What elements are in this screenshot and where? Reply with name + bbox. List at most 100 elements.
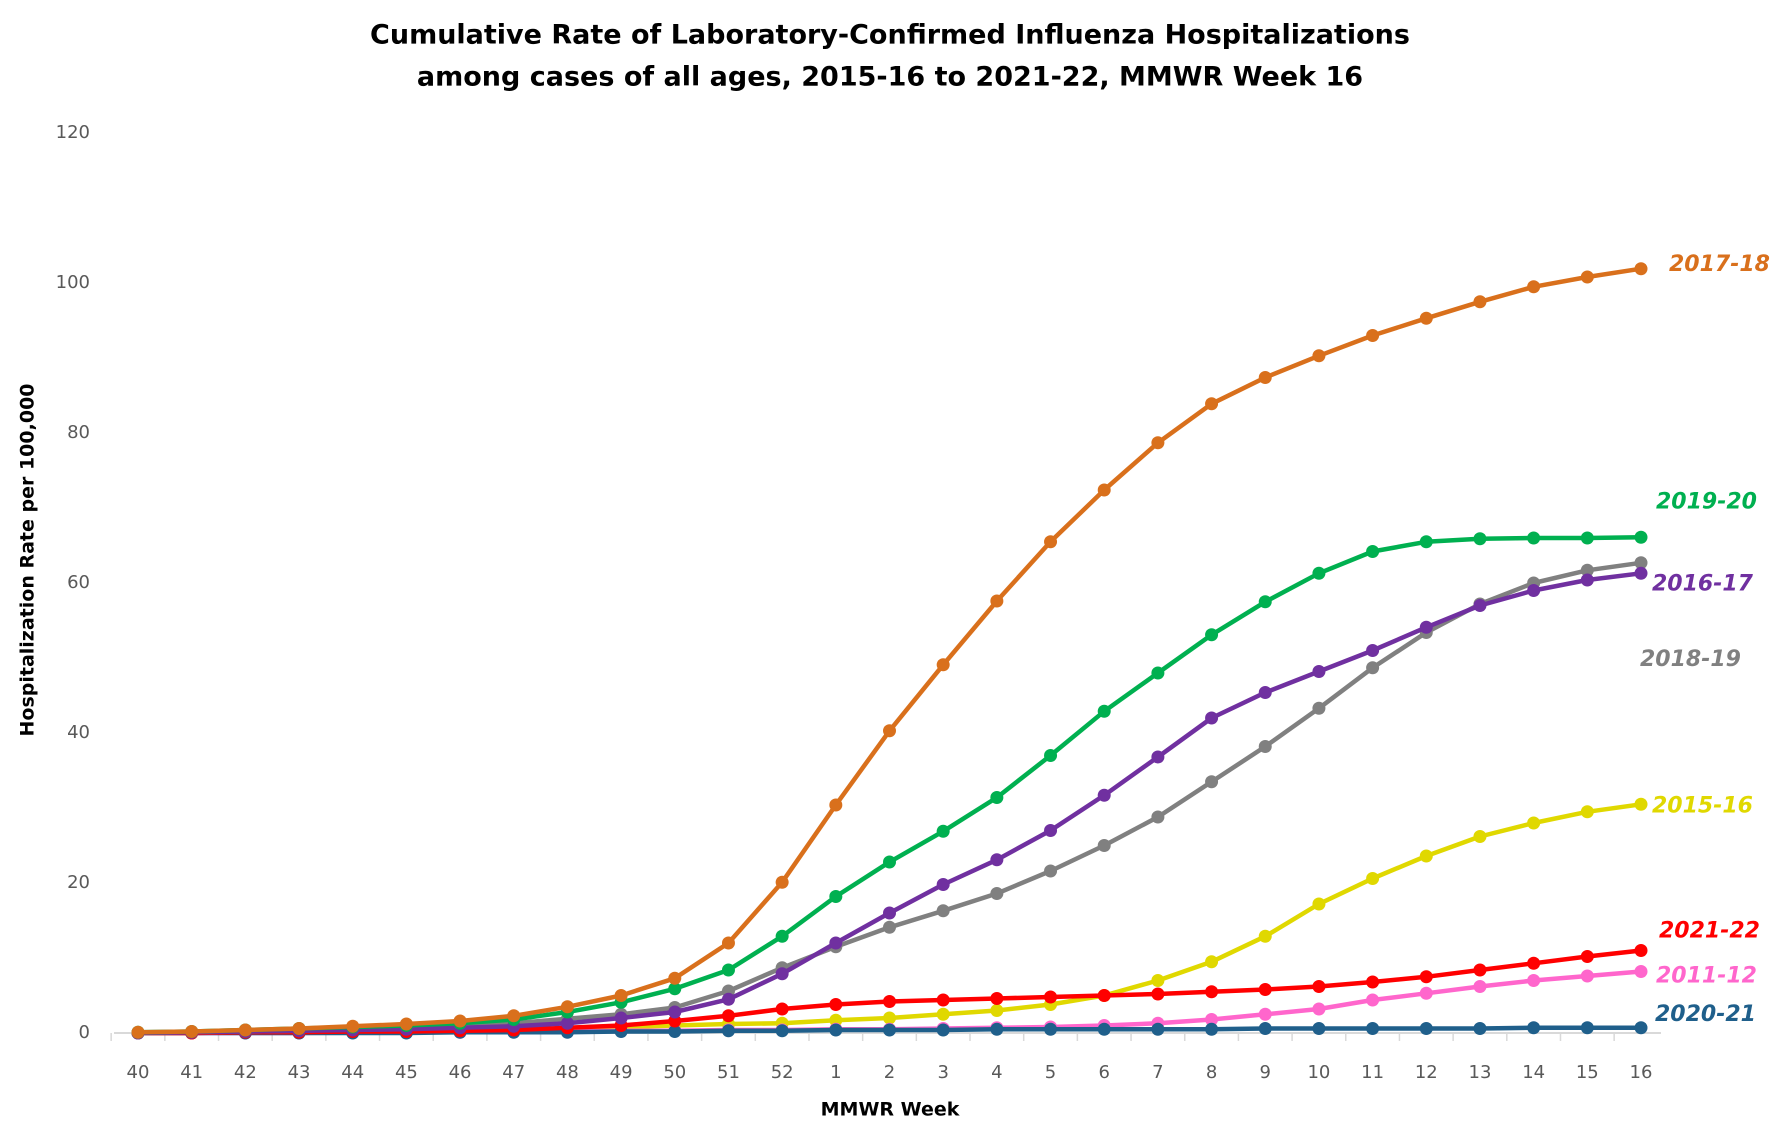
- data-point: [1419, 535, 1433, 549]
- data-point: [990, 1022, 1004, 1036]
- data-point: [1097, 1022, 1111, 1036]
- data-point: [1473, 532, 1487, 546]
- data-point: [1580, 573, 1594, 587]
- data-point: [990, 791, 1004, 804]
- series-label: 2011-12: [1656, 964, 1757, 989]
- data-point: [829, 1013, 843, 1027]
- series-label: 2019-20: [1656, 489, 1757, 514]
- data-point: [1151, 987, 1165, 1001]
- data-point: [829, 998, 843, 1011]
- data-point: [721, 1009, 735, 1023]
- data-point: [131, 1025, 145, 1039]
- data-point: [1258, 1022, 1272, 1035]
- data-point: [1366, 1022, 1380, 1035]
- data-point: [990, 853, 1004, 867]
- x-tick-label: 5: [1045, 1062, 1056, 1083]
- x-tick-label: 15: [1576, 1062, 1599, 1083]
- data-point: [560, 1000, 574, 1014]
- data-point: [1366, 872, 1380, 885]
- data-point: [990, 594, 1004, 608]
- x-tick-label: 9: [1260, 1062, 1271, 1083]
- data-point: [1151, 750, 1165, 764]
- data-point: [1205, 711, 1219, 725]
- data-point: [1366, 993, 1380, 1007]
- data-point: [1473, 295, 1487, 309]
- data-point: [1527, 816, 1541, 830]
- data-point: [1580, 969, 1594, 983]
- data-point: [775, 1002, 789, 1016]
- data-point: [1312, 1022, 1326, 1035]
- data-point: [1044, 749, 1058, 762]
- y-tick-label: 40: [67, 722, 90, 743]
- data-point: [1044, 824, 1058, 837]
- x-tick-label: 2: [884, 1062, 895, 1083]
- series-label: 2016-17: [1652, 571, 1754, 596]
- y-axis-title: Hospitalization Rate per 100,000: [17, 383, 39, 736]
- data-point: [1044, 535, 1058, 549]
- x-tick-label: 40: [127, 1062, 150, 1083]
- data-point: [1205, 628, 1219, 642]
- data-point: [883, 724, 896, 738]
- data-point: [1205, 955, 1219, 969]
- data-point: [721, 936, 735, 950]
- x-tick-label: 7: [1152, 1062, 1163, 1083]
- data-point: [1527, 1021, 1541, 1035]
- data-point: [1580, 531, 1594, 545]
- x-tick-label: 48: [556, 1062, 579, 1083]
- data-point: [1205, 1013, 1219, 1026]
- data-point: [1205, 1022, 1219, 1036]
- series-label: 2021-22: [1659, 919, 1760, 944]
- data-point: [1097, 989, 1111, 1002]
- data-point: [775, 929, 789, 943]
- x-tick-label: 49: [610, 1062, 633, 1083]
- data-point: [1634, 944, 1648, 957]
- data-point: [1419, 1022, 1433, 1035]
- x-tick-label: 6: [1098, 1062, 1109, 1083]
- data-point: [668, 1025, 682, 1038]
- data-point: [1580, 805, 1594, 819]
- data-point: [1366, 644, 1380, 657]
- x-tick-label: 12: [1415, 1062, 1438, 1083]
- data-point: [1097, 839, 1111, 852]
- data-point: [1366, 975, 1380, 989]
- data-point: [1044, 1022, 1058, 1036]
- data-point: [1151, 974, 1165, 987]
- data-point: [1473, 1022, 1487, 1035]
- data-point: [1366, 545, 1380, 558]
- data-point: [1205, 985, 1219, 999]
- x-tick-label: 52: [771, 1062, 794, 1083]
- data-point: [1258, 983, 1272, 996]
- data-point: [883, 1011, 896, 1025]
- data-point: [1258, 740, 1272, 753]
- data-point: [1097, 704, 1111, 718]
- data-point: [775, 1024, 789, 1038]
- data-point: [1097, 788, 1111, 802]
- data-point: [936, 1007, 950, 1021]
- data-point: [721, 1024, 735, 1038]
- data-point: [346, 1019, 360, 1033]
- data-point: [1312, 349, 1326, 363]
- data-point: [1205, 397, 1219, 411]
- data-point: [829, 936, 843, 950]
- data-point: [507, 1009, 521, 1023]
- x-tick-label: 41: [180, 1062, 203, 1083]
- data-point: [1419, 620, 1433, 634]
- data-point: [1312, 566, 1326, 580]
- data-point: [829, 890, 843, 903]
- data-point: [1366, 661, 1380, 675]
- data-point: [1258, 1007, 1272, 1021]
- data-point: [721, 963, 735, 977]
- data-point: [936, 878, 950, 891]
- data-point: [883, 995, 896, 1008]
- data-point: [936, 824, 950, 838]
- chart-title: Cumulative Rate of Laboratory-Confirmed …: [370, 20, 1410, 51]
- data-point: [1473, 599, 1487, 612]
- data-point: [1473, 830, 1487, 843]
- series-label: 2015-16: [1652, 793, 1753, 818]
- x-tick-label: 51: [717, 1062, 740, 1083]
- data-point: [614, 989, 628, 1002]
- x-tick-label: 50: [663, 1062, 686, 1083]
- data-point: [1205, 775, 1219, 789]
- data-point: [1312, 897, 1326, 911]
